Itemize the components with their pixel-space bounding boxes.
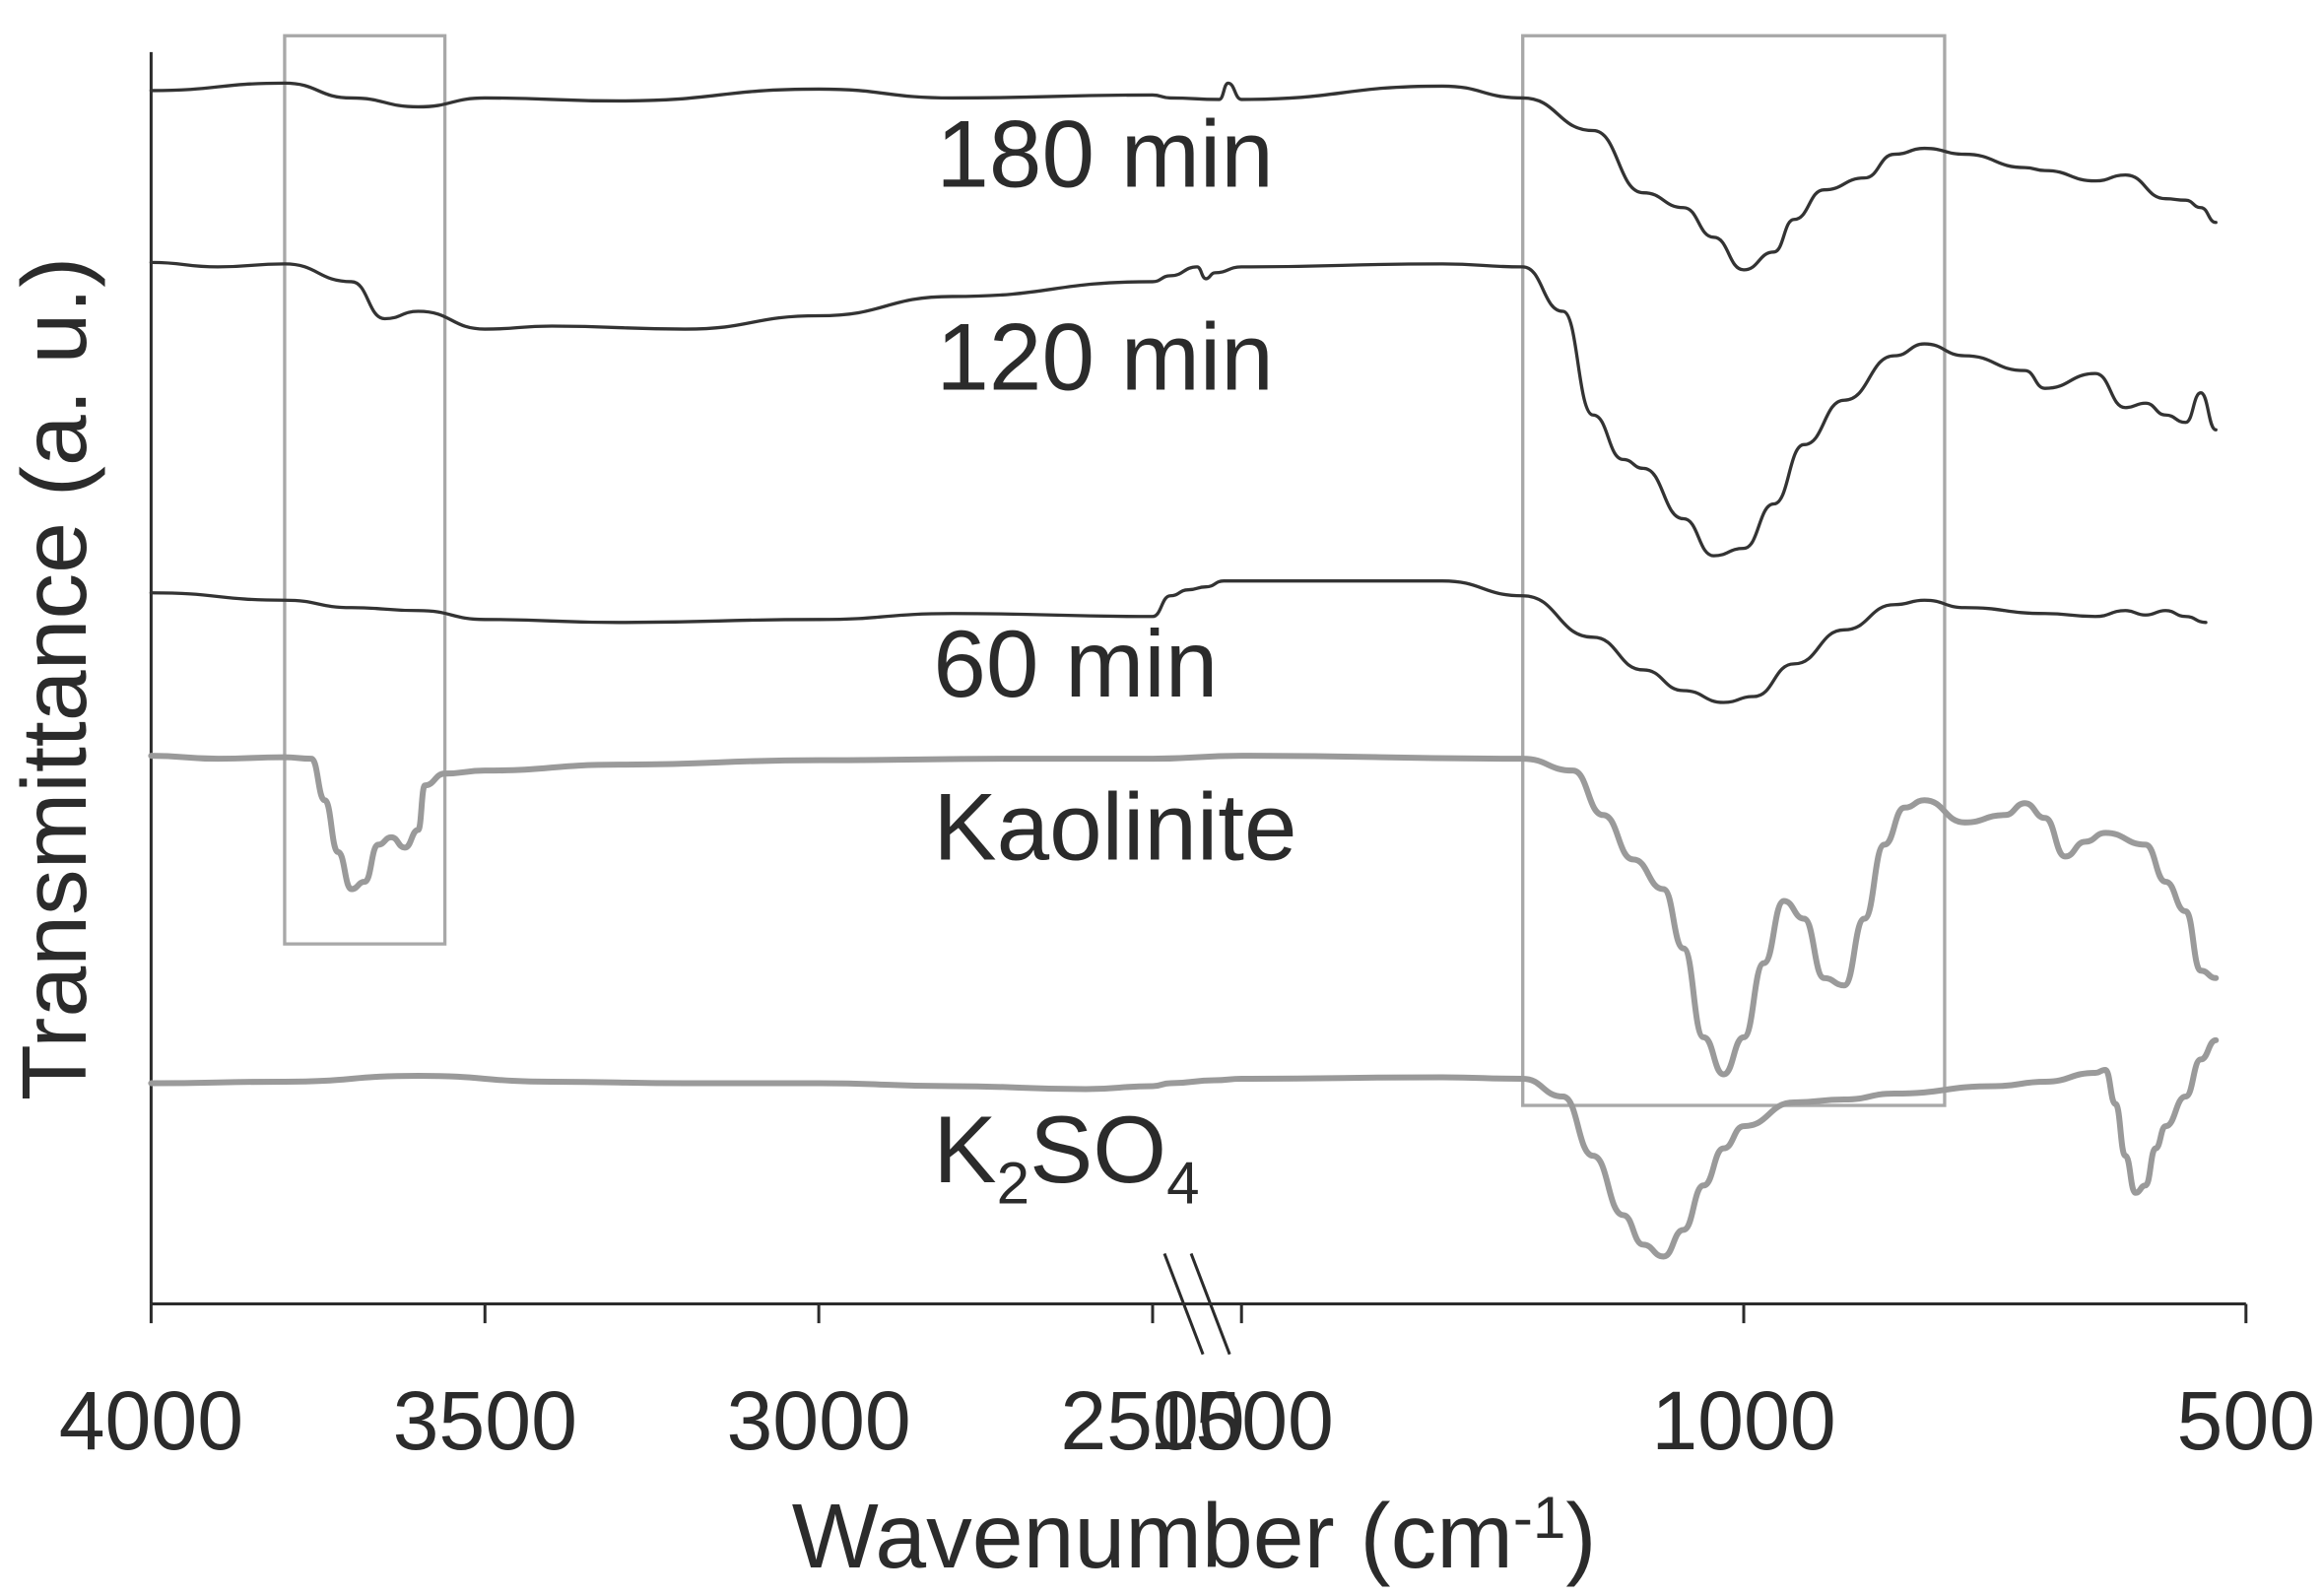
k2so4-k: K: [933, 1097, 996, 1203]
x-tick-label-3000: 3000: [726, 1374, 910, 1467]
series-label-180min: 180 min: [936, 102, 1273, 208]
x-tick-label-1500: 1500: [1150, 1374, 1334, 1467]
series-line-60min: [149, 579, 2208, 704]
k2so4-sub-4: 4: [1166, 1150, 1199, 1216]
x-tick-label-4000: 4000: [59, 1374, 243, 1467]
x-tick-label-2500: 2500: [1060, 1374, 1244, 1467]
k2so4-so: SO: [1029, 1097, 1166, 1203]
series-line-120min: [149, 260, 2218, 558]
series-line-k2so4: [148, 1036, 2220, 1260]
x-tick-label-1000: 1000: [1651, 1374, 1835, 1467]
x-tick-label-500: 500: [2177, 1374, 2316, 1467]
highlight-regions: [283, 33, 1947, 1107]
y-axis-title: Transmittance (a. u.): [3, 257, 105, 1101]
series-label-60min: 60 min: [933, 612, 1218, 717]
series-label-kaolinite: Kaolinite: [933, 774, 1296, 880]
x-tick-label-3500: 3500: [393, 1374, 577, 1467]
x-axis-title: Wavenumber (cm-1): [792, 1485, 1597, 1587]
series-label-k2so4: K2SO4: [933, 1097, 1199, 1216]
k2so4-sub-2: 2: [997, 1150, 1029, 1216]
series-label-120min: 120 min: [936, 305, 1273, 411]
series-group: [148, 81, 2220, 1260]
axis-break-mark: [1162, 1252, 1231, 1356]
highlight-box-2: [1521, 33, 1947, 1107]
series-line-kaolinite: [148, 753, 2220, 1078]
highlight-box-1: [283, 33, 447, 946]
series-line-180min: [149, 81, 2218, 272]
